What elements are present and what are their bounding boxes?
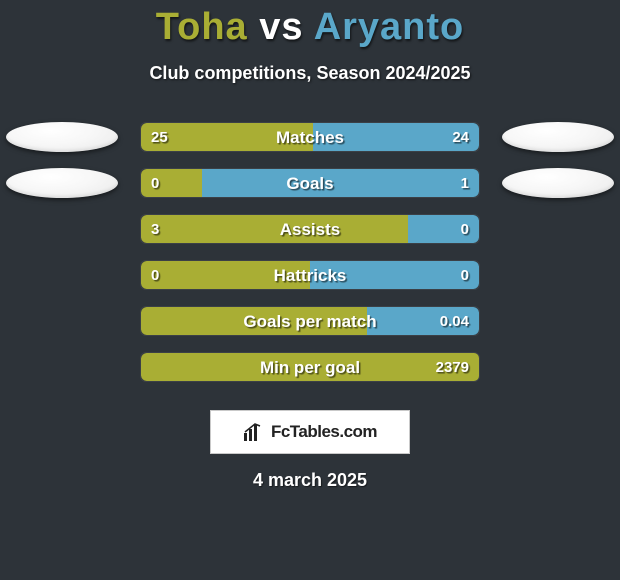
chart-icon xyxy=(243,422,265,442)
stat-bar: Hattricks00 xyxy=(140,260,480,290)
player-badge-left xyxy=(6,168,118,198)
stat-bar: Goals01 xyxy=(140,168,480,198)
stat-row: Matches2524 xyxy=(0,114,620,160)
page-title: Toha vs Aryanto xyxy=(0,0,620,49)
bar-segment-right xyxy=(202,169,479,197)
title-vs: vs xyxy=(259,6,303,48)
bar-segment-left xyxy=(141,307,367,335)
title-player2: Aryanto xyxy=(314,6,465,48)
bar-segment-right xyxy=(408,215,479,243)
player-badge-left xyxy=(6,122,118,152)
stat-bar: Assists30 xyxy=(140,214,480,244)
stat-bar: Matches2524 xyxy=(140,122,480,152)
brand-text: FcTables.com xyxy=(271,422,377,442)
stat-row: Goals per match0.04 xyxy=(0,298,620,344)
bar-segment-left xyxy=(141,123,313,151)
footer-date: 4 march 2025 xyxy=(0,470,620,491)
bar-segment-left xyxy=(141,353,479,381)
stat-row: Goals01 xyxy=(0,160,620,206)
bar-segment-left xyxy=(141,215,408,243)
player-badge-right xyxy=(502,122,614,152)
bar-segment-right xyxy=(310,261,479,289)
comparison-rows: Matches2524 Goals01 Assists30 Hattricks00 Go… xyxy=(0,114,620,390)
stat-row: Min per goal2379 xyxy=(0,344,620,390)
title-player1: Toha xyxy=(156,6,248,48)
bar-segment-left xyxy=(141,261,310,289)
stat-row: Assists30 xyxy=(0,206,620,252)
subtitle: Club competitions, Season 2024/2025 xyxy=(0,63,620,84)
bar-segment-left xyxy=(141,169,202,197)
bar-segment-right xyxy=(367,307,479,335)
brand-badge[interactable]: FcTables.com xyxy=(210,410,410,454)
stat-bar: Goals per match0.04 xyxy=(140,306,480,336)
stat-row: Hattricks00 xyxy=(0,252,620,298)
stat-bar: Min per goal2379 xyxy=(140,352,480,382)
player-badge-right xyxy=(502,168,614,198)
bar-segment-right xyxy=(313,123,479,151)
